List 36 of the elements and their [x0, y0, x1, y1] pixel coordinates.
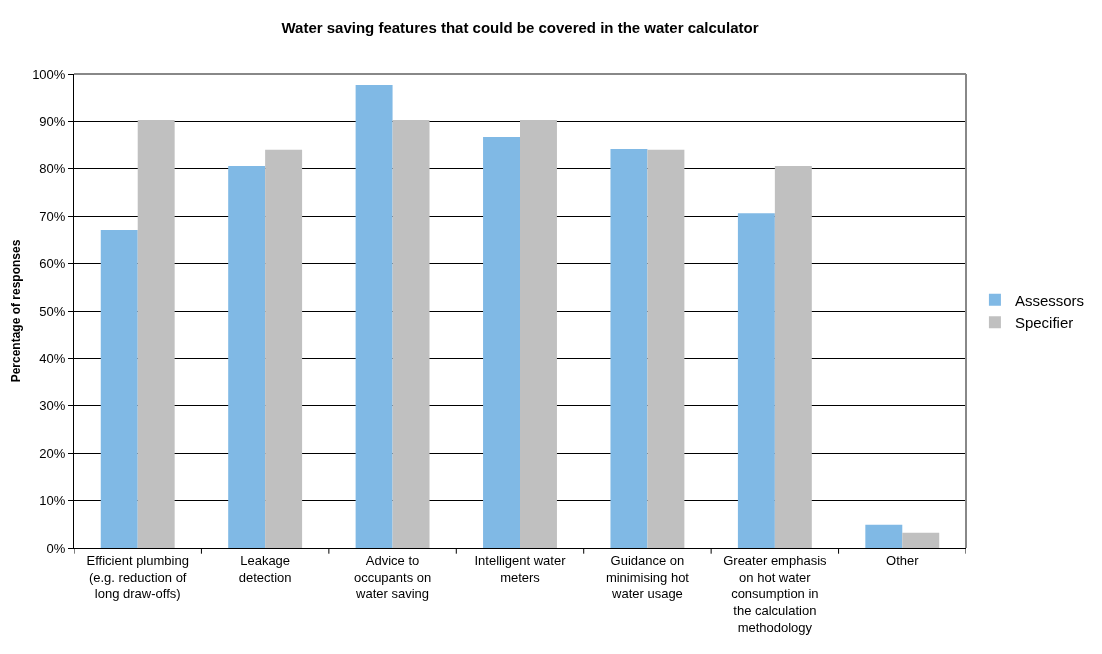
x-tick-label: Leakage detection: [238, 552, 292, 585]
x-tick-label: Efficient plumbing (e.g. reduction of long draw-offs): [86, 552, 189, 602]
bar: [737, 213, 775, 548]
x-tick-label: Intelligent water meters: [474, 552, 567, 585]
bar: [774, 165, 812, 548]
y-axis-title: Percentage of responses: [9, 239, 24, 383]
x-tick-label: Guidance on minimising hot water usage: [605, 552, 690, 602]
y-tick-label: 100%: [32, 66, 66, 82]
y-tick-label: 10%: [39, 493, 66, 509]
legend-label: Assessors: [1014, 291, 1085, 309]
bar: [355, 84, 393, 548]
bar: [647, 149, 685, 548]
y-tick-label: 90%: [39, 113, 66, 129]
bar: [392, 119, 430, 548]
y-tick-label: 60%: [39, 256, 66, 272]
x-tick-label: Other: [886, 552, 920, 568]
bar: [228, 165, 266, 548]
x-tick-label: Advice to occupants on water saving: [353, 552, 432, 602]
bar: [865, 524, 903, 548]
chart-title: Water saving features that could be covered in the water calculator: [281, 19, 759, 37]
bar: [483, 137, 520, 548]
y-tick-label: 40%: [39, 350, 66, 366]
y-tick-label: 30%: [39, 398, 66, 414]
bar: [100, 229, 138, 548]
bar: [265, 149, 303, 548]
bar: [137, 119, 175, 548]
legend-label: Specifier: [1014, 314, 1074, 332]
y-tick-label: 80%: [39, 161, 66, 177]
y-tick-label: 50%: [39, 303, 66, 319]
bar: [902, 532, 940, 548]
y-tick-label: 70%: [39, 208, 66, 224]
bar: [520, 119, 557, 548]
bar: [610, 148, 648, 548]
x-tick-label: Greater emphasis on hot water consumption in the calculation methodology: [723, 552, 828, 636]
y-tick-label: 0%: [46, 540, 66, 556]
y-tick-label: 20%: [39, 445, 66, 461]
